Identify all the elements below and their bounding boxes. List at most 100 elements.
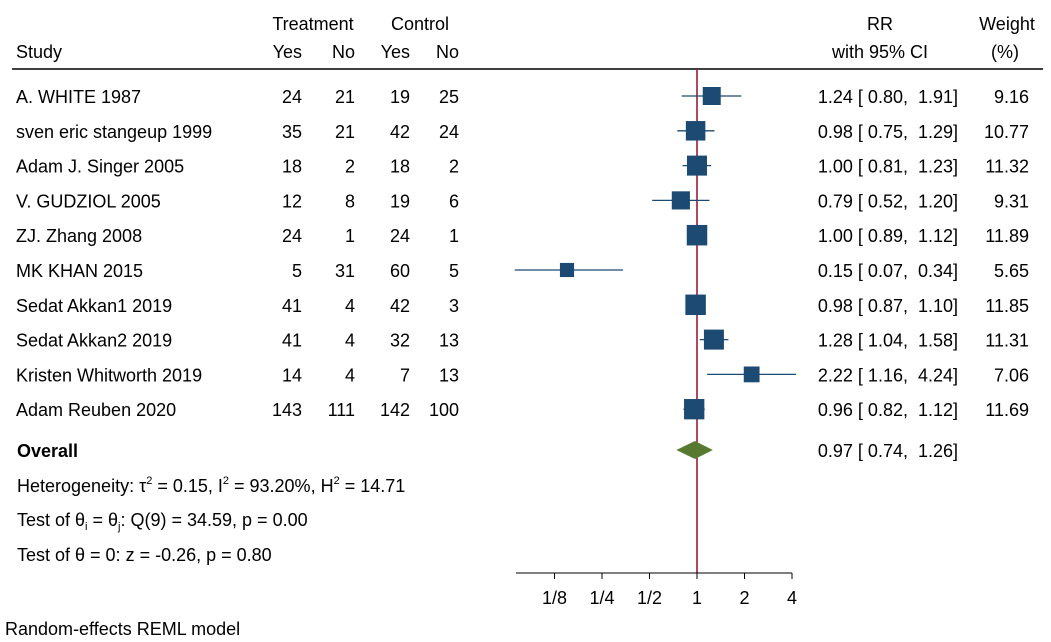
plot-area: 1/8 1/4 1/2 1 2 4A. WHITE 1987 24 21 19 25 1.24 [ … (16, 69, 1029, 608)
treatment-yes-count: 14 (282, 365, 302, 385)
control-yes-count: 42 (390, 296, 410, 316)
treatment-no-count: 4 (345, 365, 355, 385)
control-yes-count: 60 (390, 261, 410, 281)
header-weight: Weight (979, 14, 1035, 34)
treatment-yes-count: 12 (282, 191, 302, 211)
rr-ci-text: 0.98 [ 0.87, 1.10] (818, 296, 958, 316)
rr-ci-text: 0.79 [ 0.52, 1.20] (818, 191, 958, 211)
effect-marker (559, 262, 575, 278)
rr-ci-text: 1.00 [ 0.81, 1.23] (818, 157, 958, 177)
effect-marker (686, 224, 708, 246)
overall-rr-text: 0.97 [ 0.74, 1.26] (818, 441, 958, 461)
study-name: V. GUDZIOL 2005 (16, 191, 161, 211)
treatment-yes-count: 41 (282, 296, 302, 316)
effect-marker (686, 155, 708, 176)
header-weight-pct: (%) (991, 42, 1019, 62)
effect-marker (685, 294, 706, 316)
weight-value: 10.77 (984, 122, 1029, 142)
x-tick-label: 4 (787, 588, 797, 608)
header-rr: RR (867, 14, 893, 34)
weight-value: 11.31 (985, 331, 1029, 351)
weight-value: 11.69 (985, 400, 1029, 420)
rr-ci-text: 0.98 [ 0.75, 1.29] (818, 122, 958, 142)
control-no-count: 3 (449, 296, 459, 316)
rr-ci-text: 2.22 [ 1.16, 4.24] (818, 365, 958, 385)
control-no-count: 13 (439, 365, 459, 385)
control-yes-count: 24 (390, 226, 410, 246)
treatment-yes-count: 24 (282, 87, 302, 107)
header-treatment-no: No (332, 42, 355, 62)
header-control: Control (391, 14, 449, 34)
weight-value: 11.89 (985, 226, 1029, 246)
effect-marker (703, 329, 724, 350)
study-name: Kristen Whitworth 2019 (16, 365, 202, 385)
treatment-yes-count: 35 (282, 122, 302, 142)
treatment-yes-count: 5 (292, 261, 302, 281)
homogeneity-test: Test of θi = θj: Q(9) = 34.59, p = 0.00 (17, 510, 308, 533)
header-rr-ci: with 95% CI (831, 42, 928, 62)
control-yes-count: 19 (390, 87, 410, 107)
control-no-count: 13 (439, 331, 459, 351)
treatment-no-count: 111 (328, 400, 355, 420)
treatment-no-count: 21 (335, 87, 355, 107)
header-control-yes: Yes (381, 42, 410, 62)
treatment-no-count: 21 (335, 122, 355, 142)
zero-effect-test: Test of θ = 0: z = -0.26, p = 0.80 (17, 545, 272, 565)
control-yes-count: 142 (380, 400, 410, 420)
effect-marker (671, 191, 690, 210)
rr-ci-text: 1.24 [ 0.80, 1.91] (818, 87, 958, 107)
control-no-count: 6 (449, 191, 459, 211)
control-no-count: 25 (439, 87, 459, 107)
rr-ci-text: 1.00 [ 0.89, 1.12] (818, 226, 958, 246)
control-no-count: 1 (449, 226, 459, 246)
x-tick-label: 1 (692, 588, 702, 608)
treatment-yes-count: 41 (282, 331, 302, 351)
control-no-count: 5 (449, 261, 459, 281)
treatment-no-count: 31 (335, 261, 355, 281)
rr-ci-text: 0.15 [ 0.07, 0.34] (818, 261, 958, 281)
treatment-no-count: 1 (345, 226, 355, 246)
control-no-count: 100 (429, 400, 459, 420)
header-control-no: No (436, 42, 459, 62)
treatment-no-count: 2 (345, 157, 355, 177)
study-name: A. WHITE 1987 (16, 87, 141, 107)
rr-ci-text: 0.96 [ 0.82, 1.12] (818, 400, 958, 420)
treatment-yes-count: 24 (282, 226, 302, 246)
control-yes-count: 32 (390, 331, 410, 351)
heterogeneity-stat: Heterogeneity: τ2 = 0.15, I2 = 93.20%, H… (17, 475, 405, 496)
effect-marker (685, 121, 706, 141)
model-footnote: Random-effects REML model (5, 619, 240, 639)
weight-value: 11.32 (985, 157, 1029, 177)
control-yes-count: 42 (390, 122, 410, 142)
study-name: ZJ. Zhang 2008 (16, 226, 142, 246)
study-name: sven eric stangeup 1999 (16, 122, 212, 142)
treatment-yes-count: 18 (282, 157, 302, 177)
control-yes-count: 18 (390, 157, 410, 177)
overall-label: Overall (17, 441, 78, 461)
study-name: Sedat Akkan2 2019 (16, 331, 172, 351)
treatment-yes-count: 143 (272, 400, 302, 420)
rr-ci-text: 1.28 [ 1.04, 1.58] (818, 331, 958, 351)
weight-value: 7.06 (994, 365, 1029, 385)
study-name: MK KHAN 2015 (16, 261, 143, 281)
weight-value: 11.85 (985, 296, 1029, 316)
treatment-no-count: 8 (345, 191, 355, 211)
x-tick-label: 1/2 (637, 588, 662, 608)
treatment-no-count: 4 (345, 296, 355, 316)
treatment-no-count: 4 (345, 331, 355, 351)
overall-diamond (676, 441, 713, 459)
x-tick-label: 1/8 (542, 588, 567, 608)
control-no-count: 2 (449, 157, 459, 177)
effect-marker (684, 399, 705, 420)
control-yes-count: 7 (400, 365, 410, 385)
effect-marker (702, 87, 721, 105)
weight-value: 9.16 (994, 87, 1029, 107)
x-tick-label: 2 (739, 588, 749, 608)
x-tick-label: 1/4 (589, 588, 614, 608)
study-name: Adam Reuben 2020 (16, 400, 176, 420)
header-study: Study (16, 42, 62, 62)
weight-value: 9.31 (994, 191, 1029, 211)
header-treatment-yes: Yes (273, 42, 302, 62)
study-name: Adam J. Singer 2005 (16, 157, 184, 177)
